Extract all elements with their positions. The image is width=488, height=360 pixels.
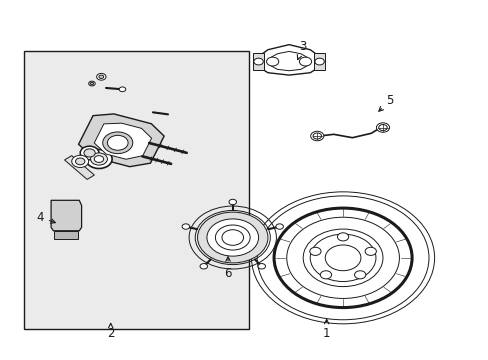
Circle shape: [200, 264, 207, 269]
Circle shape: [310, 131, 323, 141]
Text: 5: 5: [378, 94, 393, 111]
Circle shape: [182, 224, 189, 229]
Polygon shape: [54, 231, 78, 239]
Circle shape: [337, 233, 348, 241]
Circle shape: [206, 219, 258, 256]
Circle shape: [222, 230, 243, 245]
Polygon shape: [79, 114, 164, 167]
Circle shape: [80, 146, 99, 160]
Circle shape: [303, 229, 382, 287]
Circle shape: [72, 155, 88, 167]
Circle shape: [102, 132, 133, 154]
Circle shape: [90, 153, 107, 165]
Text: 2: 2: [107, 323, 114, 341]
Circle shape: [107, 135, 128, 150]
Circle shape: [94, 156, 103, 162]
Polygon shape: [64, 156, 94, 179]
Circle shape: [354, 271, 365, 279]
Polygon shape: [271, 51, 306, 71]
Circle shape: [266, 57, 278, 66]
Circle shape: [99, 75, 103, 78]
Bar: [313, 53, 325, 70]
Bar: [24, 51, 249, 329]
Circle shape: [88, 81, 95, 86]
Circle shape: [378, 125, 386, 131]
Circle shape: [75, 158, 85, 165]
Circle shape: [215, 225, 250, 250]
Text: 3: 3: [297, 40, 306, 59]
Circle shape: [312, 133, 321, 139]
Circle shape: [320, 271, 331, 279]
Text: 6: 6: [224, 257, 231, 280]
Bar: [252, 53, 264, 70]
Circle shape: [309, 247, 321, 255]
Polygon shape: [94, 123, 151, 159]
Circle shape: [299, 57, 311, 66]
Circle shape: [86, 149, 112, 168]
Text: 4: 4: [37, 211, 55, 224]
Circle shape: [228, 199, 236, 205]
Text: 1: 1: [322, 319, 330, 341]
Circle shape: [84, 149, 95, 157]
Circle shape: [119, 87, 125, 92]
Circle shape: [90, 82, 93, 85]
Circle shape: [275, 224, 283, 229]
Circle shape: [258, 264, 265, 269]
Circle shape: [197, 212, 267, 263]
Circle shape: [376, 123, 389, 132]
Circle shape: [314, 58, 324, 65]
Polygon shape: [51, 200, 81, 231]
Circle shape: [253, 58, 263, 65]
Circle shape: [97, 73, 106, 80]
Circle shape: [325, 245, 360, 271]
Circle shape: [365, 247, 376, 255]
